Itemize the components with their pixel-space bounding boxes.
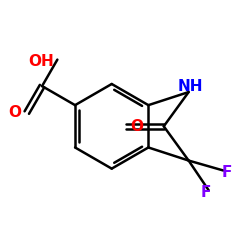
Text: F: F <box>200 185 210 200</box>
Text: O: O <box>9 105 22 120</box>
Text: OH: OH <box>28 54 54 69</box>
Text: F: F <box>222 165 232 180</box>
Text: NH: NH <box>178 80 204 94</box>
Text: O: O <box>131 119 144 134</box>
